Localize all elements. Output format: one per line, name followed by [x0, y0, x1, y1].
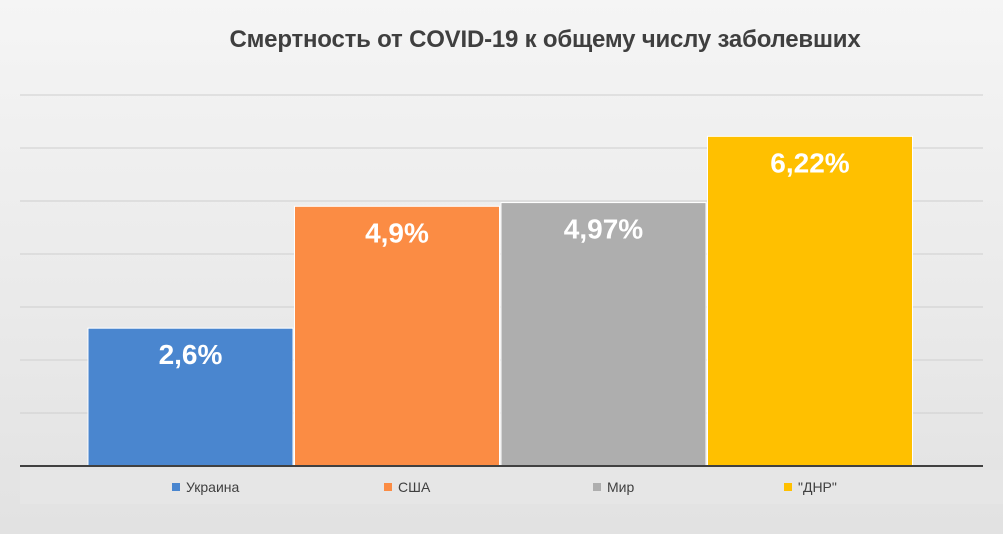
bar-1 [87, 327, 294, 467]
legend-item: "ДНР" [784, 470, 837, 504]
bar-2 [294, 205, 500, 467]
legend-swatch [172, 483, 180, 491]
legend-item: Мир [593, 470, 634, 504]
legend-label: Украина [186, 479, 240, 495]
legend-item: США [384, 470, 430, 504]
bar-4 [707, 135, 913, 467]
data-label-3: 4,97% [564, 214, 643, 245]
legend-swatch [593, 483, 601, 491]
legend-item: Украина [172, 470, 239, 504]
legend-label: Мир [607, 479, 635, 495]
legend-swatch [784, 483, 792, 491]
data-label-4: 6,22% [770, 147, 849, 178]
legend-label: США [398, 479, 431, 495]
legend-swatch [384, 483, 392, 491]
data-label-1: 2,6% [159, 339, 223, 370]
chart-title: Смертность от COVID-19 к общему числу за… [229, 26, 861, 53]
legend: Украина США Мир "ДНР" [20, 470, 1003, 504]
legend-label: "ДНР" [798, 479, 837, 495]
data-label-2: 4,9% [365, 217, 429, 248]
